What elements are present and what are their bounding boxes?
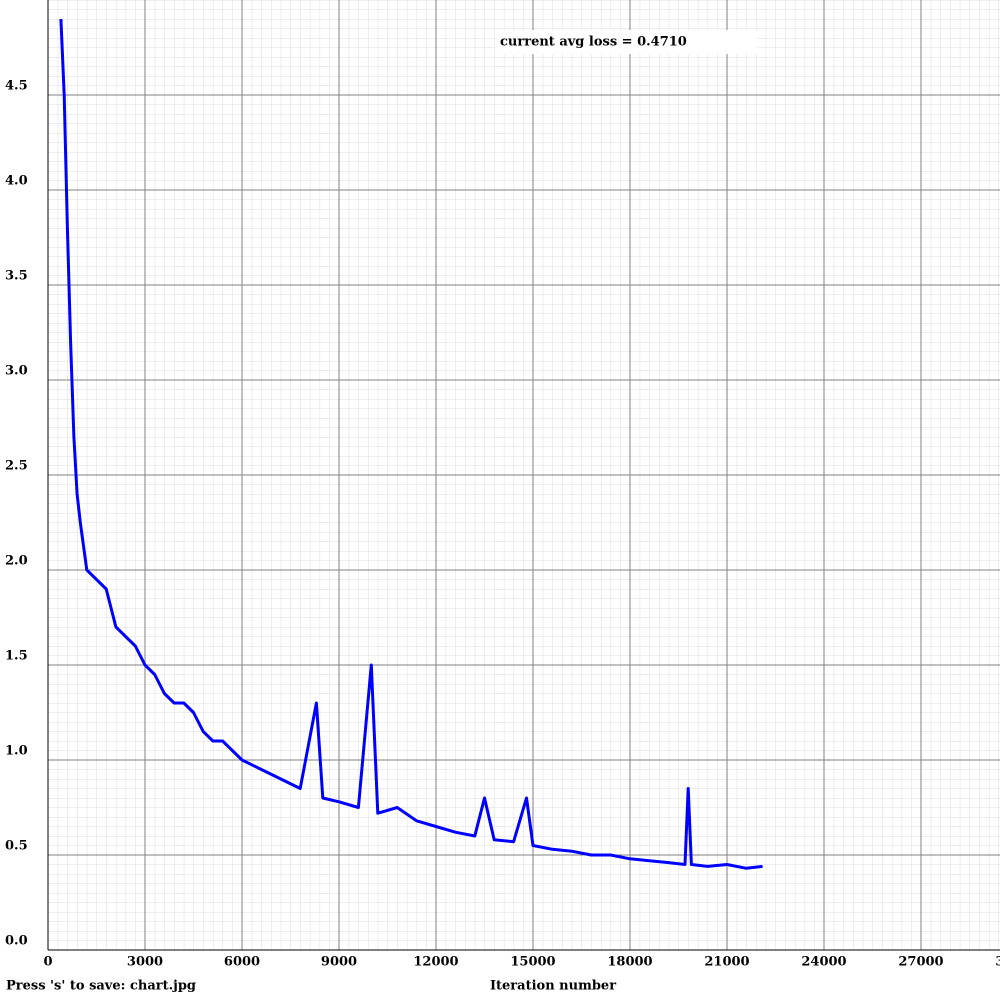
footer: Press 's' to save: chart.jpg: [6, 979, 196, 994]
x-tick-label: 15000: [510, 955, 555, 970]
y-tick-label: 1.5: [5, 649, 28, 664]
y-tick-label: 0.5: [5, 839, 28, 854]
annotation: current avg loss = 0.4710: [500, 35, 687, 50]
x-tick-label: 18000: [607, 955, 652, 970]
y-tick-label: 3.5: [5, 269, 28, 284]
x-tick-label: 27000: [898, 955, 943, 970]
y-tick-label: 0.0: [5, 934, 28, 949]
y-tick-label: 2.5: [5, 459, 28, 474]
y-tick-label: 2.0: [5, 554, 28, 569]
x-axis-label: Iteration number: [490, 979, 616, 994]
x-tick-label: 21000: [704, 955, 749, 970]
x-tick-label: 24000: [801, 955, 846, 970]
x-tick-label: 0: [43, 955, 52, 970]
y-tick-label: 1.0: [5, 744, 28, 759]
loss-line: [59, 18, 763, 870]
x-tick-label: 3000: [127, 955, 163, 970]
x-tick-label: 30000: [995, 955, 1000, 970]
y-tick-label: 4.0: [5, 174, 28, 189]
y-tick-label: 4.5: [5, 79, 28, 94]
x-tick-label: 12000: [413, 955, 458, 970]
annotation-box: [495, 30, 757, 54]
x-tick-label: 6000: [224, 955, 260, 970]
x-tick-label: 9000: [321, 955, 357, 970]
y-tick-label: 3.0: [5, 364, 28, 379]
